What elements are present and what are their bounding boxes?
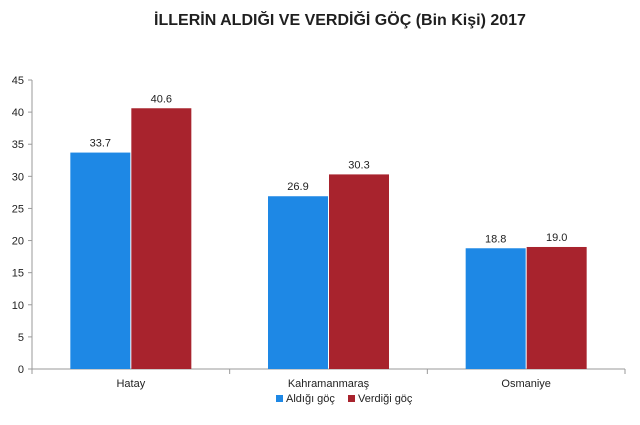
legend-swatch xyxy=(276,395,283,402)
data-label: 26.9 xyxy=(287,181,308,193)
y-tick-label: 45 xyxy=(12,75,24,87)
legend-swatch xyxy=(348,395,355,402)
data-label: 33.7 xyxy=(90,138,111,150)
chart-title: İLLERİN ALDIĞI VE VERDİĞİ GÖÇ (Bin Kişi)… xyxy=(154,10,526,29)
bar-verdigi-kahramanmaraş xyxy=(329,174,389,369)
bar-verdigi-osmaniye xyxy=(526,246,587,369)
y-tick-label: 40 xyxy=(12,107,24,119)
legend-label: Aldığı göç xyxy=(286,393,335,405)
bar-verdigi-hatay xyxy=(131,108,192,369)
data-label: 30.3 xyxy=(348,159,369,171)
legend-label: Verdiği göç xyxy=(358,393,413,405)
x-tick-label: Kahramanmaraş xyxy=(288,378,370,390)
x-tick-label: Hatay xyxy=(116,378,145,390)
bar-aldigi-hatay xyxy=(70,152,131,369)
y-tick-label: 35 xyxy=(12,139,24,151)
data-label: 18.8 xyxy=(485,233,506,245)
bar-aldigi-osmaniye xyxy=(465,248,526,369)
y-tick-label: 10 xyxy=(12,300,24,312)
data-label: 40.6 xyxy=(151,93,172,105)
x-tick-label: Osmaniye xyxy=(501,378,551,390)
y-tick-label: 20 xyxy=(12,236,24,248)
y-tick-label: 0 xyxy=(18,364,24,376)
y-tick-label: 15 xyxy=(12,268,24,280)
bar-aldigi-kahramanmaraş xyxy=(268,196,328,369)
y-tick-label: 30 xyxy=(12,171,24,183)
y-tick-label: 25 xyxy=(12,203,24,215)
data-label: 19.0 xyxy=(546,232,567,244)
y-tick-label: 5 xyxy=(18,332,24,344)
